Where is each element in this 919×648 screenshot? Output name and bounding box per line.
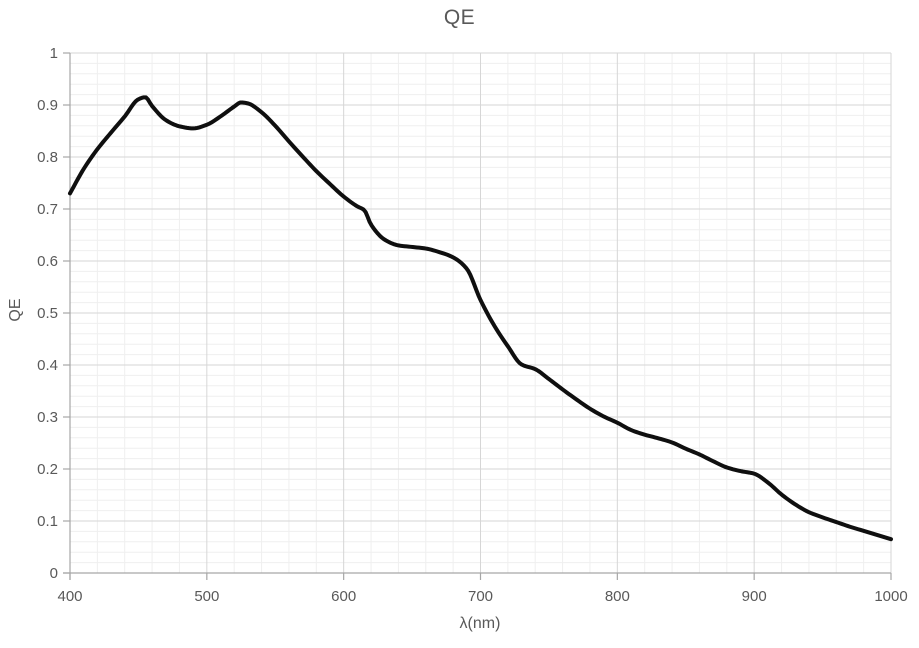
- x-tick-label: 700: [468, 588, 493, 605]
- y-tick-label: 0.5: [37, 305, 58, 322]
- x-axis-title: λ(nm): [459, 615, 501, 632]
- x-tick-label: 1000: [874, 588, 907, 605]
- qe-curve: [68, 95, 893, 542]
- y-tick-label: 0.8: [37, 149, 58, 166]
- x-tick-label: 400: [57, 588, 82, 605]
- chart-title: QE: [443, 6, 476, 29]
- x-tick-label: 900: [742, 588, 767, 605]
- y-tick-label: 0: [50, 565, 58, 582]
- y-tick-label: 0.4: [37, 357, 58, 374]
- y-tick-label: 0.9: [37, 97, 58, 114]
- x-tick-label: 500: [194, 588, 219, 605]
- x-tick-label: 600: [331, 588, 356, 605]
- x-tick-label: 800: [605, 588, 630, 605]
- y-tick-label: 0.1: [37, 513, 58, 530]
- y-tick-label: 0.3: [37, 409, 58, 426]
- y-axis-title: QE: [7, 298, 24, 322]
- y-tick-label: 0.7: [37, 201, 58, 218]
- y-tick-label: 1: [50, 45, 58, 62]
- y-tick-label: 0.6: [37, 253, 58, 270]
- y-tick-label: 0.2: [37, 461, 58, 478]
